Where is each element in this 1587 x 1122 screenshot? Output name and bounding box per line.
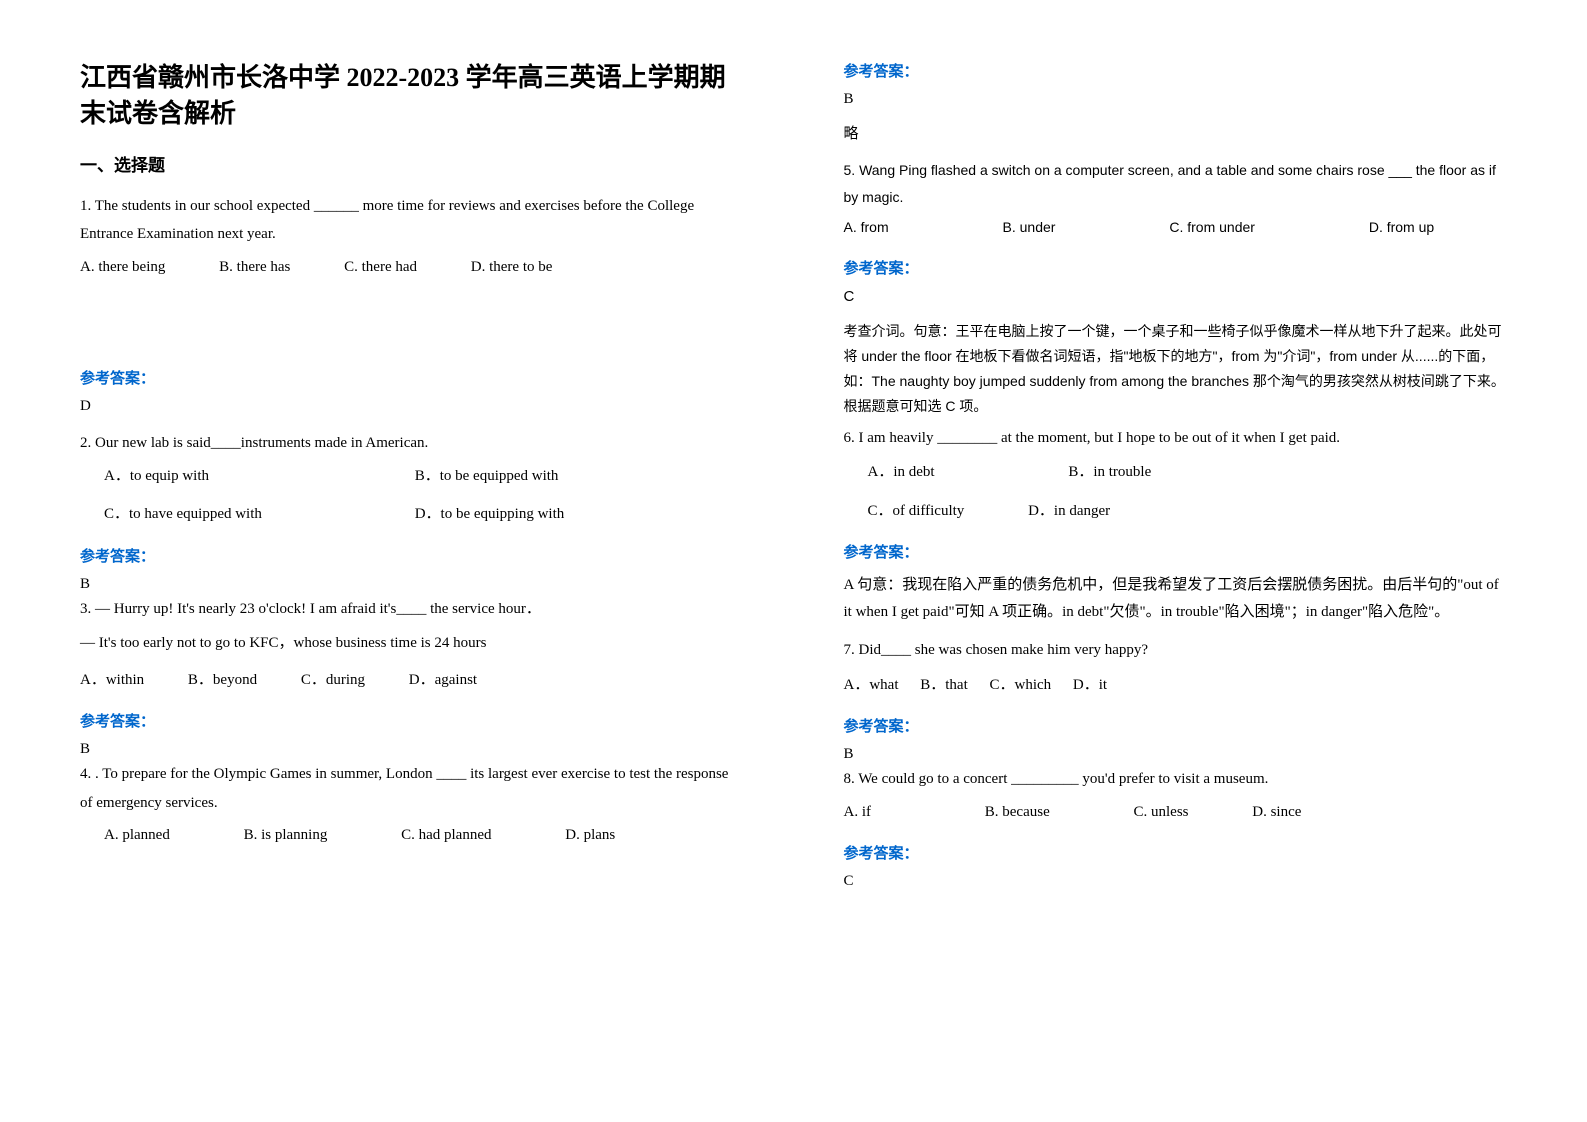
q5-answer-label: 参考答案： — [844, 257, 1508, 278]
q8-answer-label: 参考答案： — [844, 842, 1508, 863]
q5-opt-d: D. from up — [1369, 214, 1434, 241]
q7-stem: 7. Did____ she was chosen make him very … — [844, 636, 1508, 665]
q4-explain: 略 — [844, 122, 1508, 143]
q6-options-row1: A．in debt B．in trouble — [844, 458, 1508, 487]
q7-options: A．what B．that C．which D．it — [844, 671, 1508, 700]
q6-options-row2: C．of difficulty D．in danger — [844, 497, 1508, 526]
q3-answer-value: B — [80, 741, 744, 758]
left-column: 江西省赣州市长洛中学 2022-2023 学年高三英语上学期期末试卷含解析 一、… — [0, 0, 794, 1122]
q8-opt-c: C. unless — [1133, 798, 1188, 827]
right-column: 参考答案： B 略 5. Wang Ping flashed a switch … — [794, 0, 1587, 1122]
q8-stem: 8. We could go to a concert _________ yo… — [844, 765, 1508, 794]
q8-opt-d: D. since — [1252, 798, 1301, 827]
q2-options-row2: C．to have equipped with D．to be equippin… — [80, 500, 744, 529]
q4-answer-value: B — [844, 91, 1508, 108]
q2-opt-d: D．to be equipping with — [415, 500, 722, 529]
q4-answer-label: 参考答案： — [844, 60, 1508, 81]
q4-opt-d: D. plans — [565, 821, 615, 850]
q3-opt-d: D．against — [409, 666, 477, 695]
q2-stem: 2. Our new lab is said____instruments ma… — [80, 429, 744, 458]
q7-opt-d: D．it — [1073, 671, 1107, 700]
q2-opt-b: B．to be equipped with — [415, 462, 722, 491]
q7-opt-c: C．which — [990, 671, 1052, 700]
q8-opt-a: A. if — [844, 798, 872, 827]
q7-opt-b: B．that — [920, 671, 968, 700]
q2-opt-a: A．to equip with — [104, 462, 411, 491]
q2-opt-c: C．to have equipped with — [104, 500, 411, 529]
q5-opt-c: C. from under — [1169, 214, 1255, 241]
page-container: 江西省赣州市长洛中学 2022-2023 学年高三英语上学期期末试卷含解析 一、… — [0, 0, 1587, 1122]
q3-answer-label: 参考答案： — [80, 710, 744, 731]
q3-opt-c: C．during — [301, 666, 365, 695]
q4-opt-b: B. is planning — [244, 821, 328, 850]
q1-opt-c: C. there had — [344, 253, 417, 282]
q5-options: A. from B. under C. from under D. from u… — [844, 214, 1508, 241]
q1-answer-value: D — [80, 398, 744, 415]
exam-title: 江西省赣州市长洛中学 2022-2023 学年高三英语上学期期末试卷含解析 — [80, 60, 744, 133]
q6-opt-b: B．in trouble — [1068, 458, 1151, 487]
q5-explain: 考查介词。句意：王平在电脑上按了一个键，一个桌子和一些椅子似乎像魔术一样从地下升… — [844, 319, 1508, 420]
q1-opt-d: D. there to be — [471, 253, 553, 282]
q6-opt-c: C．of difficulty — [868, 497, 965, 526]
q5-opt-b: B. under — [1003, 214, 1056, 241]
q1-stem: 1. The students in our school expected _… — [80, 192, 744, 249]
q8-answer-value: C — [844, 873, 1508, 890]
q4-options: A. planned B. is planning C. had planned… — [80, 821, 744, 850]
q4-opt-c: C. had planned — [401, 821, 491, 850]
q4-stem: 4. . To prepare for the Olympic Games in… — [80, 760, 744, 817]
q5-opt-a: A. from — [844, 214, 889, 241]
q6-opt-d: D．in danger — [1028, 497, 1110, 526]
q2-answer-value: B — [80, 576, 744, 593]
q3-opt-a: A．within — [80, 666, 144, 695]
q2-options-row1: A．to equip with B．to be equipped with — [80, 462, 744, 491]
q4-opt-a: A. planned — [104, 821, 170, 850]
q5-answer-value: C — [844, 288, 1508, 305]
q8-opt-b: B. because — [985, 798, 1050, 827]
q6-opt-a: A．in debt — [868, 458, 935, 487]
q7-answer-label: 参考答案： — [844, 715, 1508, 736]
q7-answer-value: B — [844, 746, 1508, 763]
q6-answer-label: 参考答案： — [844, 541, 1508, 562]
q7-opt-a: A．what — [844, 671, 899, 700]
q6-explain: A 句意：我现在陷入严重的债务危机中，但是我希望发了工资后会摆脱债务困扰。由后半… — [844, 572, 1508, 626]
q1-opt-b: B. there has — [219, 253, 290, 282]
q2-answer-label: 参考答案： — [80, 545, 744, 566]
q3-options: A．within B．beyond C．during D．against — [80, 666, 744, 695]
q1-opt-a: A. there being — [80, 253, 165, 282]
q3-opt-b: B．beyond — [188, 666, 257, 695]
q8-options: A. if B. because C. unless D. since — [844, 798, 1508, 827]
q3-stem-2: — It's too early not to go to KFC，whose … — [80, 629, 744, 658]
q6-stem: 6. I am heavily ________ at the moment, … — [844, 424, 1508, 453]
q1-options: A. there being B. there has C. there had… — [80, 253, 744, 282]
q5-stem: 5. Wang Ping flashed a switch on a compu… — [844, 157, 1508, 210]
section-1-header: 一、选择题 — [80, 151, 744, 176]
q1-answer-label: 参考答案： — [80, 367, 744, 388]
q3-stem-1: 3. — Hurry up! It's nearly 23 o'clock! I… — [80, 595, 744, 624]
